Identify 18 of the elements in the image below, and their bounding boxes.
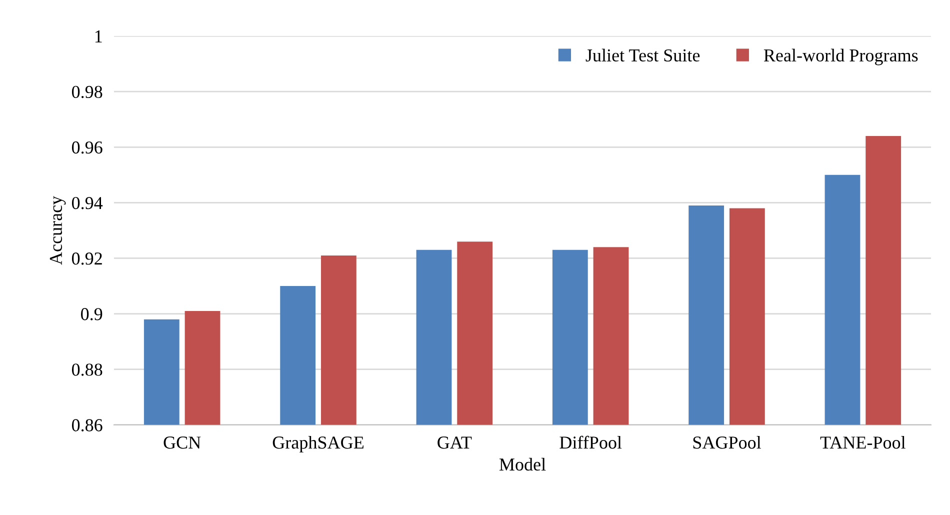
y-tick-label: 0.9 — [81, 308, 102, 320]
x-axis-title: Model — [499, 458, 546, 471]
x-tick-label: GAT — [438, 436, 472, 449]
x-tick-label: TANE-Pool — [820, 436, 906, 449]
legend-label: Real-world Programs — [764, 48, 918, 66]
y-tick-label: 0.88 — [72, 364, 102, 376]
y-axis-title: Accuracy — [50, 196, 66, 265]
y-tick-label: 0.96 — [72, 141, 102, 154]
legend-label: Juliet Test Suite — [586, 48, 700, 62]
y-tick-label: 1 — [95, 30, 102, 42]
y-tick-label: 0.98 — [72, 86, 102, 98]
x-tick-label: GCN — [164, 436, 201, 449]
x-tick-label: DiffPool — [560, 436, 622, 449]
y-tick-label: 0.94 — [72, 196, 103, 210]
y-tick-label: 0.86 — [72, 419, 102, 432]
y-tick-label: 0.92 — [72, 252, 102, 265]
x-tick-label: SAGPool — [693, 436, 762, 449]
x-tick-label: GraphSAGE — [272, 436, 364, 452]
